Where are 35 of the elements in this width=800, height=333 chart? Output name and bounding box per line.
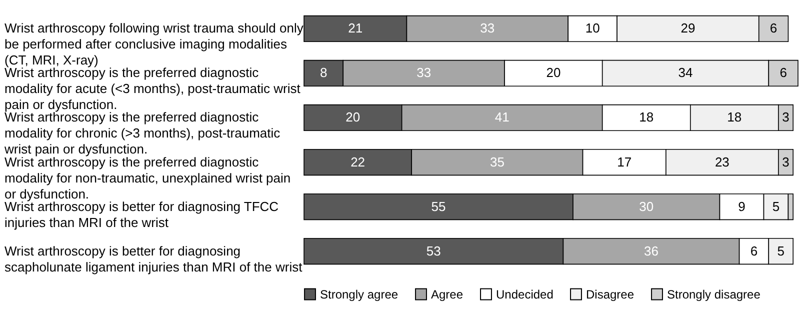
data-label: 5 [772, 198, 780, 214]
data-label: 18 [639, 110, 654, 125]
legend-label: Strongly disagree [667, 287, 761, 302]
data-label: 41 [494, 110, 510, 125]
data-label: 5 [777, 243, 784, 258]
y-tick-label: Wrist arthroscopy following wrist trauma should only be performed after conclusive imaging modalities (CT, MRI, X-ray) [4, 20, 304, 68]
data-label: 3 [782, 110, 790, 125]
data-label: 8 [320, 65, 328, 80]
data-label: 20 [346, 110, 360, 125]
data-label: 6 [750, 243, 758, 258]
data-label: 17 [617, 154, 632, 170]
data-label: 23 [714, 154, 730, 170]
data-label: 6 [780, 65, 787, 80]
data-label: 53 [426, 243, 441, 258]
data-label: 21 [348, 20, 363, 36]
data-label: 10 [585, 20, 600, 36]
data-label: 33 [416, 65, 432, 80]
legend-label: Strongly agree [320, 287, 398, 302]
legend-label: Undecided [496, 287, 554, 302]
data-label: 18 [727, 110, 742, 125]
data-label: 3 [782, 154, 790, 170]
data-label: 20 [546, 65, 561, 80]
data-label: 9 [738, 198, 746, 214]
data-label: 22 [350, 154, 366, 170]
legend-label: Agree [431, 287, 464, 302]
data-label: 36 [644, 243, 658, 258]
data-label: 35 [490, 154, 504, 170]
legend-label: Disagree [586, 287, 634, 302]
data-label: 34 [678, 65, 693, 80]
y-tick-label: Wrist arthroscopy is better for diagnosing scapholunate ligament injuries than MRI of the wrist [4, 243, 303, 274]
data-label: 6 [770, 20, 778, 36]
data-label: 33 [480, 20, 495, 36]
data-label: 55 [431, 198, 446, 214]
data-label: 30 [639, 198, 654, 214]
data-label: 29 [680, 20, 696, 36]
